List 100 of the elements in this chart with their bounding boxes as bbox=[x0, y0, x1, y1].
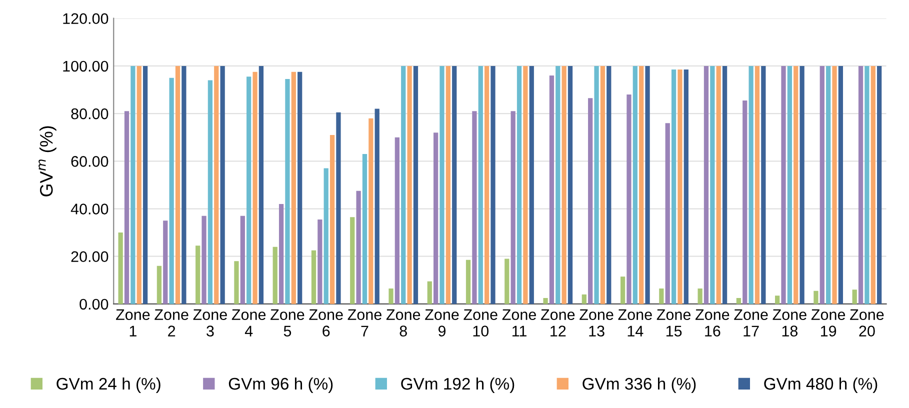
bar bbox=[838, 66, 844, 304]
bar bbox=[142, 66, 148, 304]
bar bbox=[252, 72, 258, 304]
bar bbox=[246, 76, 252, 304]
y-tick-label: 20.00 bbox=[71, 251, 108, 262]
bar bbox=[175, 66, 180, 304]
bar bbox=[336, 112, 341, 304]
bar bbox=[684, 70, 688, 304]
bar bbox=[543, 298, 548, 304]
bar bbox=[214, 66, 219, 304]
bar bbox=[490, 66, 496, 304]
bar bbox=[748, 66, 754, 304]
bar bbox=[826, 66, 831, 304]
bar bbox=[594, 66, 599, 304]
bar bbox=[182, 66, 186, 304]
bar bbox=[472, 111, 477, 304]
bar bbox=[374, 108, 380, 304]
bar bbox=[278, 204, 284, 304]
x-tick-label: Zone 20 bbox=[850, 309, 884, 336]
bar bbox=[814, 290, 818, 304]
bar bbox=[716, 66, 721, 304]
bar bbox=[722, 66, 728, 304]
bar bbox=[754, 66, 760, 304]
bar bbox=[877, 66, 882, 304]
bar bbox=[588, 98, 593, 304]
bar bbox=[820, 66, 824, 304]
bar bbox=[549, 75, 554, 304]
x-tick-label: Zone 13 bbox=[580, 309, 614, 336]
bar bbox=[775, 296, 780, 304]
x-tick-label: Zone 14 bbox=[618, 309, 652, 336]
bar bbox=[220, 66, 225, 304]
x-tick-label: Zone 4 bbox=[232, 309, 266, 336]
x-tick-label: Zone 17 bbox=[734, 309, 768, 336]
bar bbox=[156, 266, 162, 304]
x-tick-label: Zone 16 bbox=[696, 309, 730, 336]
bar bbox=[440, 66, 444, 304]
x-tick-label: Zone 3 bbox=[193, 309, 227, 336]
bar bbox=[388, 288, 394, 304]
bar bbox=[832, 66, 837, 304]
x-tick-label: Zone 15 bbox=[656, 309, 691, 336]
bar bbox=[272, 246, 278, 304]
bar bbox=[401, 66, 406, 304]
bar bbox=[504, 258, 510, 304]
y-tick-label: 0.00 bbox=[80, 298, 108, 310]
bar bbox=[163, 220, 168, 304]
bar bbox=[516, 66, 522, 304]
bar bbox=[452, 66, 457, 304]
bar bbox=[582, 294, 586, 304]
y-tick-label: 60.00 bbox=[71, 156, 108, 167]
x-tick-label: Zone 11 bbox=[502, 309, 536, 336]
y-tick-label: 80.00 bbox=[71, 108, 108, 120]
bar bbox=[606, 66, 612, 304]
bar bbox=[852, 290, 857, 304]
x-tick-label: Zone 7 bbox=[348, 309, 382, 336]
bar bbox=[659, 288, 664, 304]
bar bbox=[118, 232, 123, 304]
bar bbox=[704, 66, 709, 304]
bar bbox=[761, 66, 766, 304]
bar bbox=[407, 66, 412, 304]
bar bbox=[742, 100, 748, 304]
bar bbox=[285, 79, 290, 304]
x-tick-label: Zone 10 bbox=[464, 309, 498, 336]
bar bbox=[413, 66, 418, 304]
bar bbox=[240, 216, 245, 304]
bar bbox=[632, 66, 638, 304]
bar bbox=[645, 66, 650, 304]
x-tick-label: Zone 8 bbox=[386, 309, 420, 336]
bar bbox=[620, 276, 626, 304]
bar bbox=[368, 118, 374, 304]
bar bbox=[639, 66, 644, 304]
legend-label: GVm 24 h (%) bbox=[56, 377, 160, 393]
bar bbox=[858, 66, 864, 304]
x-tick-label: Zone 12 bbox=[540, 309, 575, 336]
bar bbox=[562, 66, 566, 304]
bar bbox=[781, 66, 786, 304]
x-tick-label: Zone 18 bbox=[772, 309, 806, 336]
y-tick-label: 40.00 bbox=[70, 204, 108, 214]
bar bbox=[568, 66, 573, 304]
bar bbox=[600, 66, 606, 304]
bar bbox=[510, 111, 516, 304]
bar bbox=[136, 66, 142, 304]
bar bbox=[298, 72, 302, 304]
x-tick-label: Zone 1 bbox=[116, 309, 150, 336]
legend-label: GVm 192 h (%) bbox=[401, 377, 514, 393]
bar bbox=[736, 298, 742, 304]
x-tick-label: Zone 5 bbox=[270, 309, 304, 336]
bar bbox=[446, 66, 450, 304]
bar bbox=[710, 66, 715, 304]
bar bbox=[350, 217, 355, 304]
bar bbox=[196, 246, 200, 304]
bar bbox=[124, 111, 130, 304]
bar bbox=[208, 80, 213, 304]
y-axis-title: GV$^{m}$ (%) bbox=[38, 126, 56, 196]
bar bbox=[870, 66, 876, 304]
x-tick-label: Zone 19 bbox=[811, 309, 846, 336]
y-tick-label: 100.00 bbox=[63, 60, 108, 72]
bar bbox=[362, 154, 368, 304]
bar bbox=[478, 66, 483, 304]
bar bbox=[698, 288, 702, 304]
bar bbox=[671, 70, 676, 304]
